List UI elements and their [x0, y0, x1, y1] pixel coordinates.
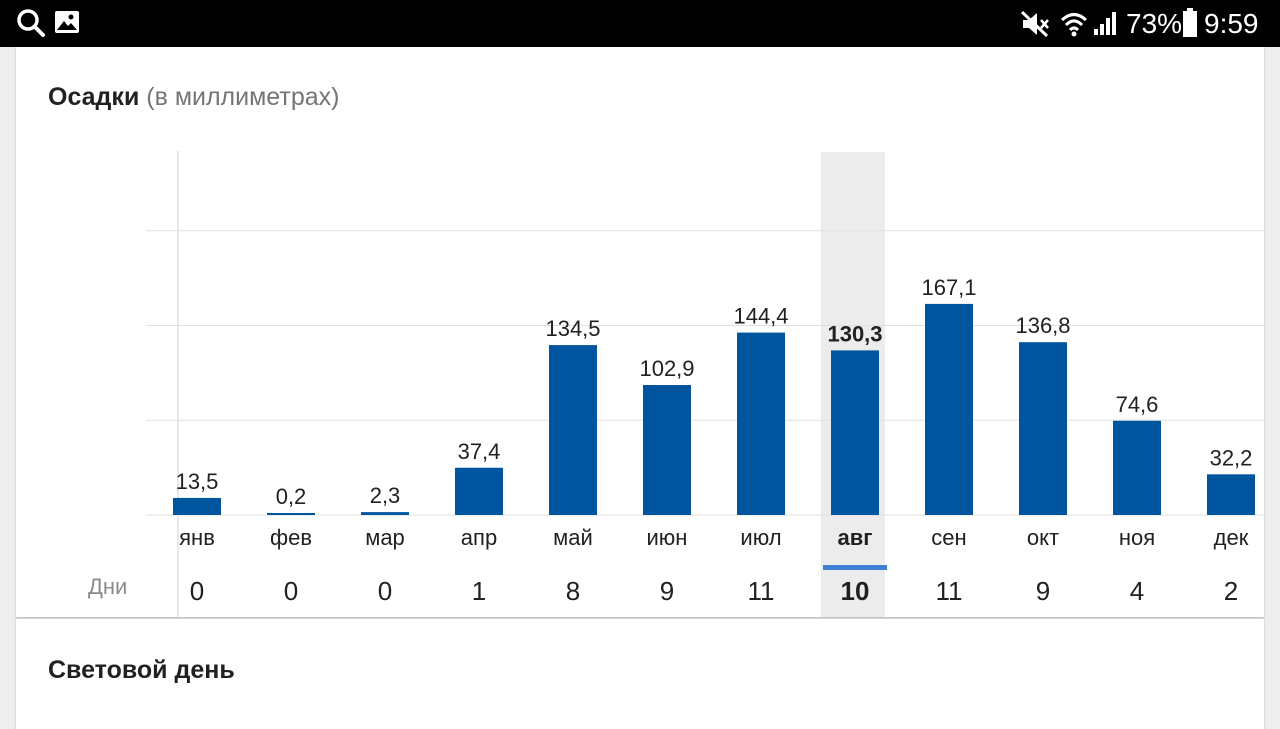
daylight-title: Световой день	[48, 656, 235, 684]
month-label: фев	[270, 525, 312, 550]
selected-month-indicator	[823, 565, 887, 570]
value-label: 167,1	[921, 275, 976, 300]
daylight-card: Световой день	[16, 619, 1264, 729]
bar-июн	[643, 385, 691, 515]
clock: 9:59	[1204, 8, 1259, 39]
precipitation-title: Осадки (в миллиметрах)	[48, 83, 339, 112]
month-label: мар	[365, 525, 405, 550]
rainy-days-value: 0	[284, 576, 298, 606]
month-label: сен	[931, 525, 966, 550]
bar-май	[549, 345, 597, 515]
value-label: 144,4	[733, 304, 788, 329]
battery-icon	[1183, 8, 1197, 37]
days-label: Дни	[88, 574, 128, 599]
value-label: 134,5	[545, 316, 600, 341]
rainy-days-value: 10	[841, 576, 870, 606]
rainy-days-value: 8	[566, 576, 580, 606]
value-label: 136,8	[1015, 313, 1070, 338]
value-label: 37,4	[458, 439, 501, 464]
rainy-days-value: 11	[936, 576, 963, 606]
precipitation-unit: (в миллиметрах)	[146, 83, 340, 111]
month-label: июл	[740, 525, 781, 550]
rainy-days-value: 0	[190, 576, 204, 606]
month-label: янв	[179, 525, 215, 550]
rainy-days-value: 9	[660, 576, 674, 606]
month-label: ноя	[1119, 525, 1155, 550]
month-label: окт	[1027, 525, 1059, 550]
battery-percent: 73%	[1126, 8, 1183, 39]
bar-авг	[831, 350, 879, 515]
bar-мар	[361, 512, 409, 515]
bar-апр	[455, 467, 503, 515]
bar-сен	[925, 303, 973, 515]
bar-июл	[737, 332, 785, 515]
rainy-days-value: 1	[472, 576, 486, 606]
search-icon[interactable]	[16, 8, 46, 38]
value-label: 2,3	[370, 483, 401, 508]
precipitation-chart: 13,5 янв 0 0,2 фев 0 2,3 мар 0 37,4 апр 1 134,5 май 8 1…	[146, 151, 1264, 617]
bar-янв	[173, 497, 221, 515]
month-label: апр	[461, 525, 497, 550]
month-label: июн	[647, 525, 688, 550]
value-label: 74,6	[1116, 392, 1159, 417]
rainy-days-value: 2	[1224, 576, 1238, 606]
status-bar: 73% 9:59	[0, 0, 1280, 47]
wifi-icon	[1060, 13, 1088, 37]
rainy-days-value: 9	[1036, 576, 1050, 606]
bar-фев	[267, 513, 315, 515]
rainy-days-value: 0	[378, 576, 392, 606]
value-label: 130,3	[827, 321, 882, 346]
precipitation-card: Осадки (в миллиметрах) 13,5 янв 0 0,2 фев 0 2,…	[16, 47, 1264, 617]
value-label: 0,2	[276, 484, 307, 509]
rainy-days-value: 11	[748, 576, 775, 606]
mute-icon	[1020, 10, 1049, 38]
value-label: 32,2	[1210, 445, 1253, 470]
month-label: дек	[1214, 525, 1249, 550]
rainy-days-value: 4	[1130, 576, 1144, 606]
bar-окт	[1019, 342, 1067, 515]
value-label: 13,5	[176, 469, 219, 494]
bar-дек	[1207, 474, 1255, 515]
image-icon[interactable]	[54, 10, 80, 34]
signal-icon	[1094, 12, 1116, 35]
month-label: май	[553, 525, 593, 550]
value-label: 102,9	[639, 356, 694, 381]
bar-ноя	[1113, 420, 1161, 515]
precipitation-title-text: Осадки	[48, 83, 140, 111]
month-label: авг	[838, 525, 873, 550]
